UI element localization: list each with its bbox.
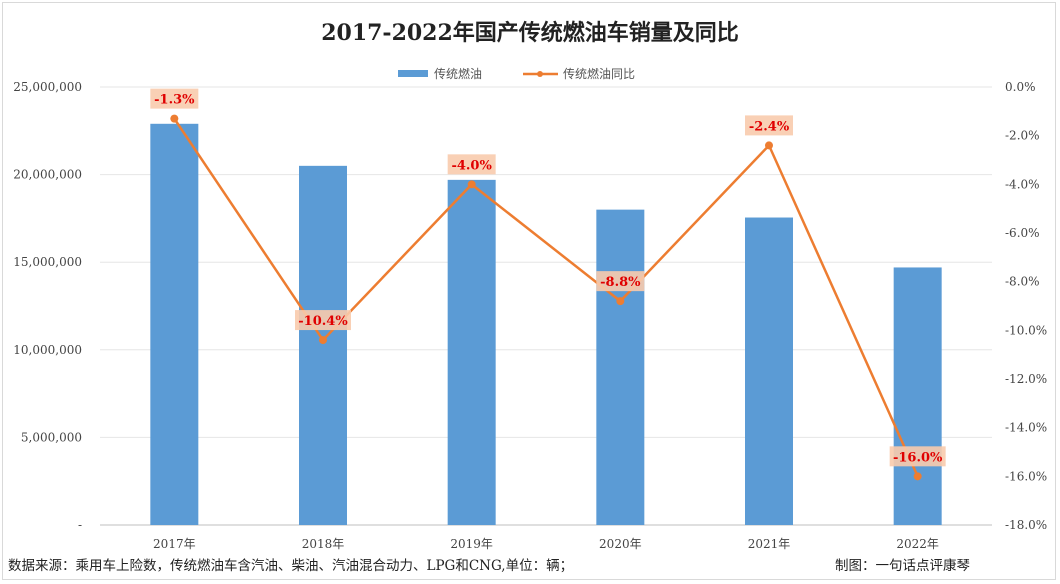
bar-2017年 [150, 123, 199, 526]
data-label: -4.0% [451, 158, 492, 173]
data-label: -16.0% [893, 450, 943, 465]
yoy-point-2017年 [170, 114, 179, 123]
right-tick-label: -14.0% [1005, 421, 1047, 435]
bar-2019年 [447, 179, 496, 525]
bar-2018年 [299, 165, 347, 525]
footer-credit: 制图：一句话点评康琴 [835, 557, 970, 574]
data-label: -2.4% [749, 119, 790, 134]
yoy-line [173, 117, 919, 477]
x-tick-label: 2022年 [896, 537, 939, 551]
right-tick-label: 0.0% [1005, 80, 1036, 94]
data-label-bg [295, 310, 351, 331]
right-tick-label: -6.0% [1005, 226, 1040, 240]
right-tick-label: -10.0% [1005, 323, 1047, 337]
bar-2021年 [745, 217, 793, 526]
right-tick-label: -2.0% [1005, 129, 1040, 143]
data-label-bg [596, 271, 645, 292]
bar-2020年 [596, 209, 645, 525]
yoy-point-2022年 [913, 472, 922, 481]
left-tick-label: - [78, 518, 82, 532]
legend-label-line: 传统燃油同比 [563, 66, 635, 81]
right-tick-label: -4.0% [1005, 177, 1040, 191]
x-tick-label: 2017年 [153, 537, 196, 551]
left-tick-label: 5,000,000 [21, 430, 82, 444]
x-tick-label: 2021年 [748, 537, 791, 551]
data-label: -10.4% [298, 314, 348, 329]
left-tick-label: 15,000,000 [13, 255, 82, 269]
yoy-point-2021年 [765, 141, 773, 150]
data-label-bg [150, 88, 199, 109]
data-label-bg [889, 446, 946, 467]
data-label-bg [745, 115, 793, 136]
x-tick-label: 2020年 [599, 537, 642, 551]
yoy-point-2018年 [319, 336, 327, 345]
left-tick-label: 20,000,000 [13, 168, 82, 182]
chart-title: 2017-2022年国产传统燃油车销量及同比 [321, 20, 739, 46]
left-tick-label: 25,000,000 [13, 80, 82, 94]
footer-source: 数据来源：乘用车上险数，传统燃油车含汽油、柴油、汽油混合动力、LPG和CNG,单… [8, 557, 573, 574]
right-tick-label: -16.0% [1005, 469, 1047, 483]
legend-marker [537, 71, 543, 77]
data-label: -8.8% [600, 275, 641, 290]
yoy-point-2020年 [616, 297, 625, 306]
right-tick-label: -18.0% [1005, 518, 1047, 532]
legend-label-bar: 传统燃油 [434, 66, 482, 81]
right-tick-label: -12.0% [1005, 372, 1047, 386]
legend: 传统燃油 传统燃油同比 [398, 66, 635, 81]
legend-swatch-bar [398, 70, 428, 77]
bar-2022年 [893, 267, 942, 525]
right-tick-label: -8.0% [1005, 275, 1040, 289]
x-tick-label: 2019年 [450, 537, 493, 551]
data-label-bg [447, 154, 496, 175]
left-tick-label: 10,000,000 [13, 343, 82, 357]
yoy-point-2019年 [467, 180, 476, 189]
x-tick-label: 2018年 [302, 537, 345, 551]
data-label: -1.3% [154, 93, 195, 108]
